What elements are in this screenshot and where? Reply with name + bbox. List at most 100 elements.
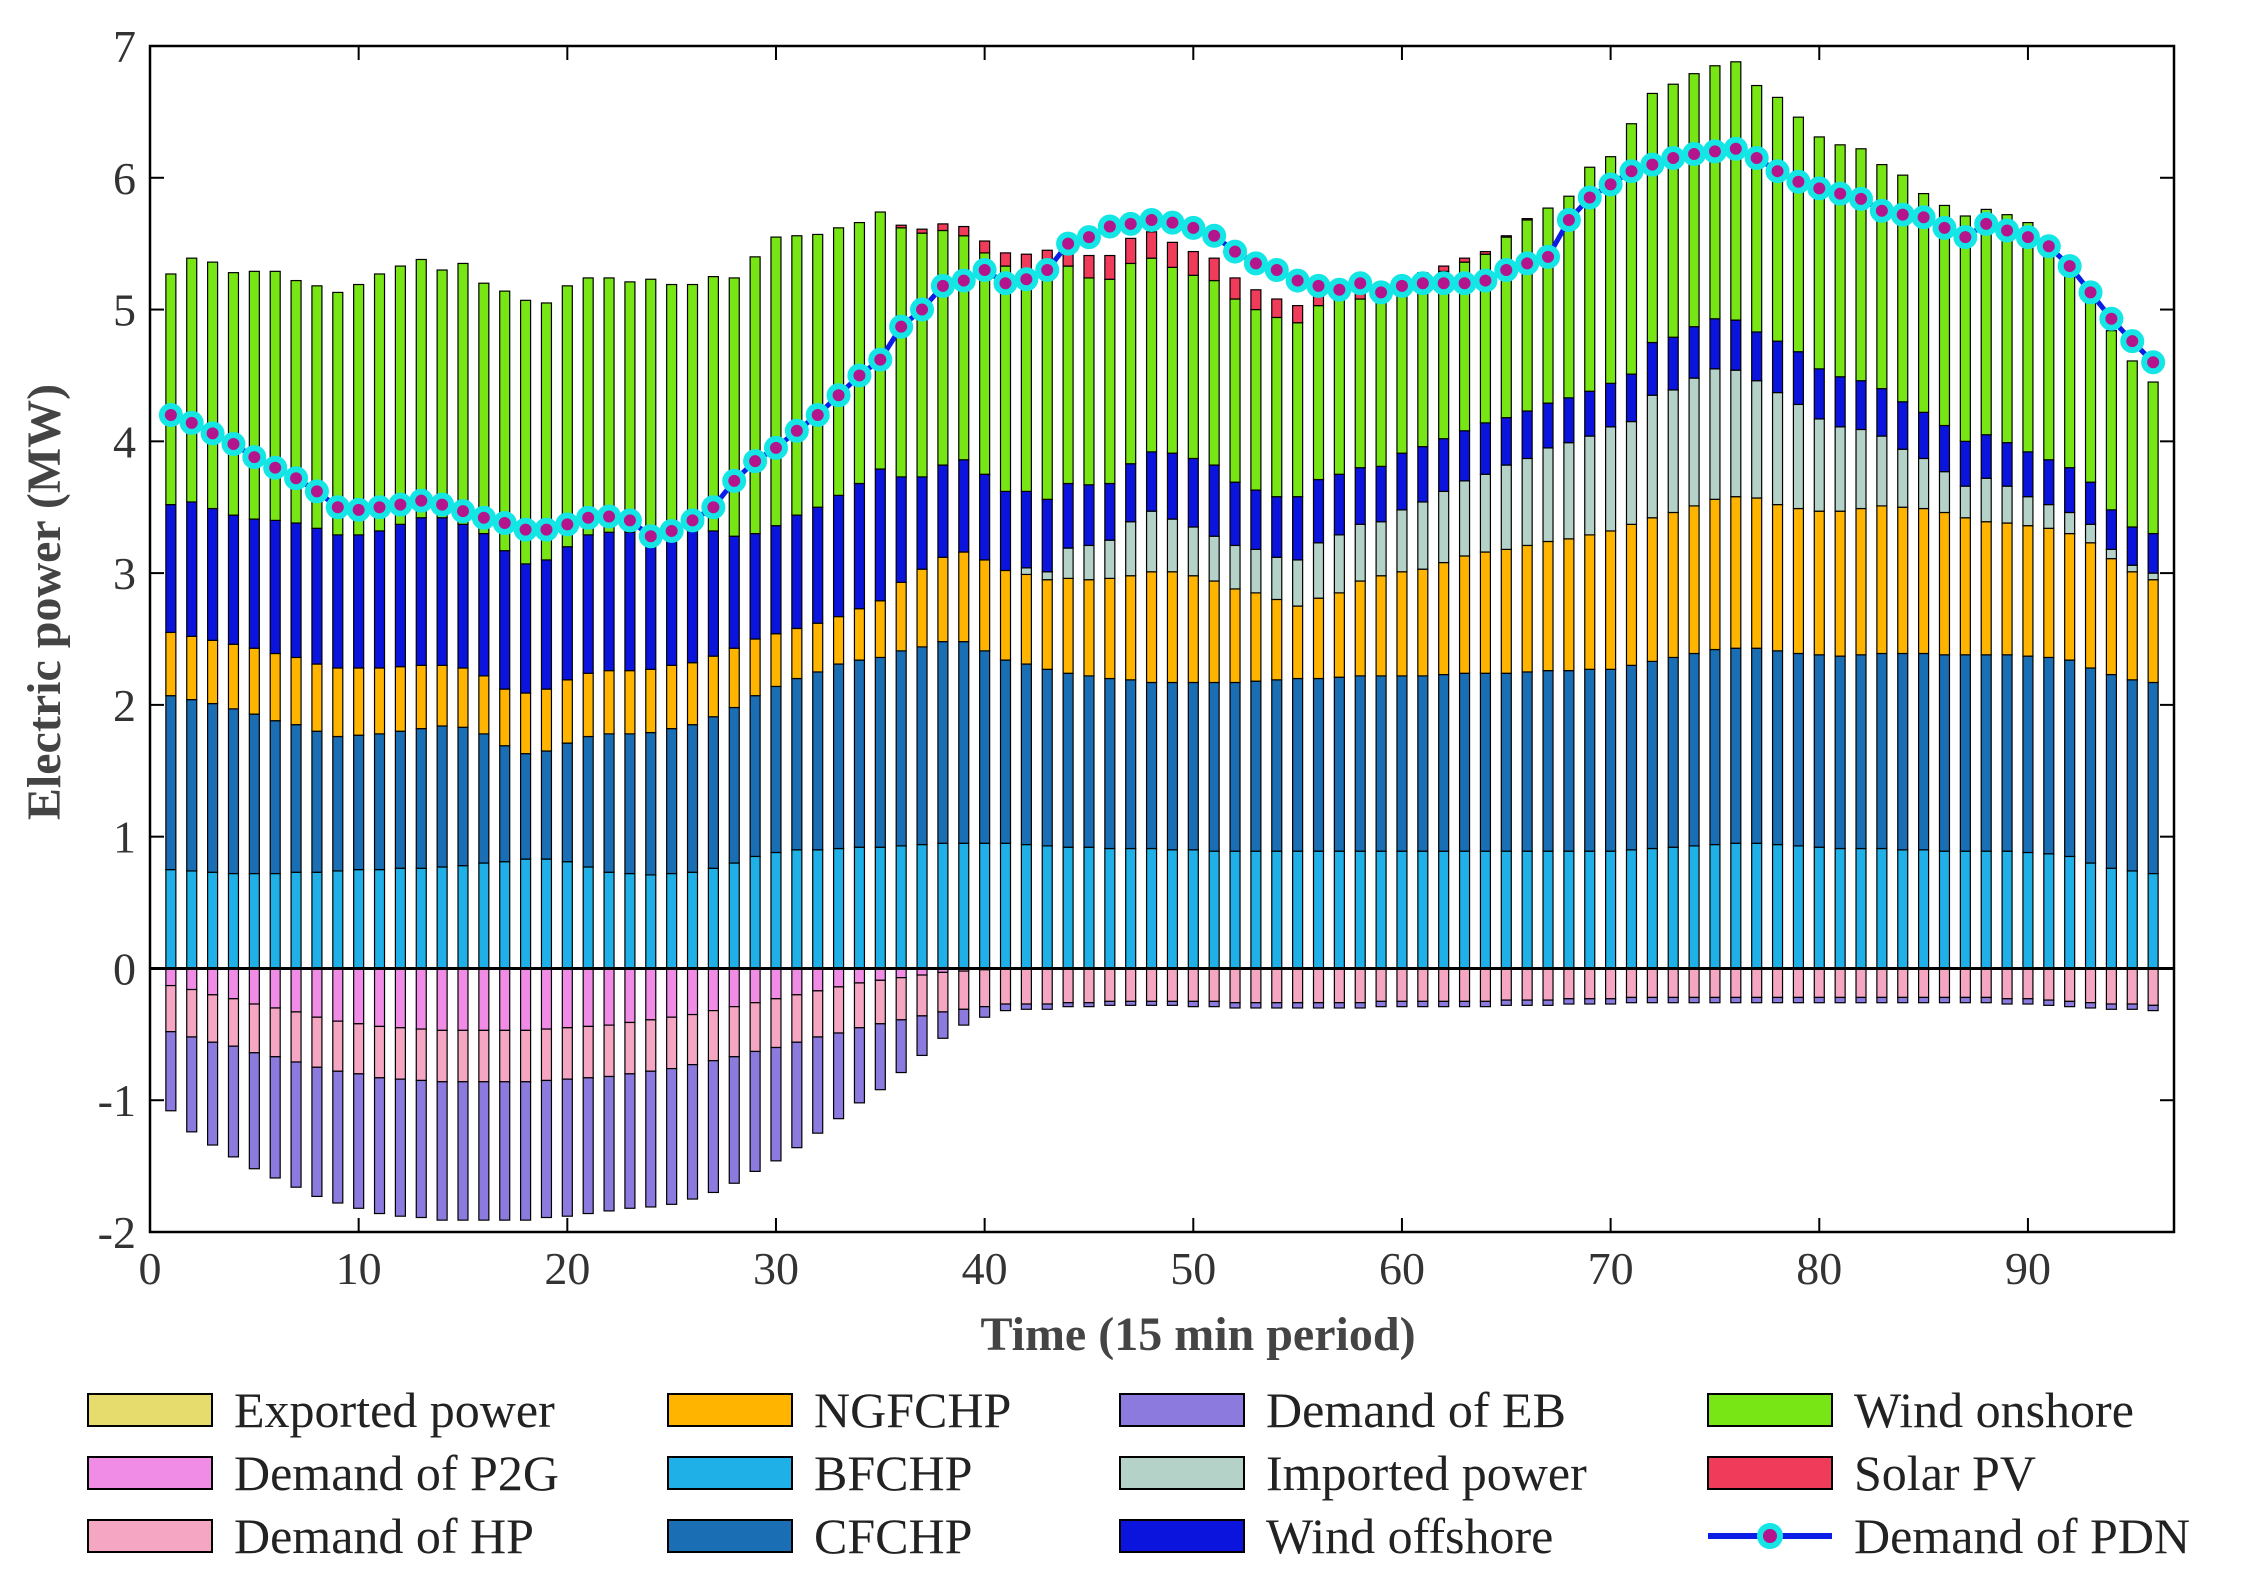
bar-cfchp-45	[1083, 675, 1095, 848]
bar-demand-of-eb-4	[227, 1045, 240, 1158]
bar-demand-of-hp-9	[332, 1020, 344, 1072]
bar-demand-of-hp-57	[1333, 967, 1345, 1004]
bar-wind-onshore-88	[1980, 208, 1992, 436]
bar-wind-offshore-89	[2001, 442, 2013, 487]
bar-cfchp-88	[1980, 654, 1992, 852]
bar-bfchp-47	[1125, 847, 1137, 970]
bar-bfchp-88	[1980, 850, 1992, 970]
bar-bfchp-33	[832, 847, 845, 970]
bar-demand-of-hp-20	[561, 1027, 573, 1080]
bar-ngfchp-47	[1125, 575, 1137, 681]
bar-cfchp-56	[1312, 677, 1325, 852]
bar-cfchp-1	[165, 695, 177, 871]
legend-swatch-exported-power	[87, 1393, 213, 1427]
bar-wind-offshore-23	[624, 531, 636, 672]
bar-demand-of-p2g-25	[666, 967, 678, 1018]
bar-wind-onshore-61	[1417, 278, 1429, 448]
bar-wind-offshore-63	[1458, 430, 1471, 482]
bar-demand-of-p2g-5	[248, 967, 260, 1005]
bar-demand-of-hp-64	[1479, 967, 1492, 1002]
bar-wind-onshore-50	[1187, 274, 1199, 460]
bar-wind-offshore-59	[1375, 465, 1387, 523]
bar-wind-offshore-93	[2084, 481, 2097, 525]
bar-wind-onshore-79	[1792, 116, 1805, 353]
bar-imported-power-56	[1312, 542, 1325, 599]
bar-demand-of-eb-10	[353, 1073, 365, 1209]
bar-bfchp-7	[290, 871, 302, 970]
legend-swatch-ngfchp	[667, 1393, 793, 1427]
bar-wind-onshore-20	[561, 285, 573, 548]
demand-of-pdn-point-95	[2120, 329, 2145, 354]
bar-wind-onshore-49	[1166, 266, 1179, 454]
bar-wind-onshore-7	[290, 279, 302, 524]
bar-bfchp-70	[1605, 850, 1617, 970]
bar-demand-of-eb-46	[1104, 1000, 1116, 1006]
bar-bfchp-12	[394, 867, 406, 970]
demand-of-pdn-point-86	[1932, 215, 1957, 240]
bar-wind-offshore-29	[749, 532, 761, 640]
bar-cfchp-94	[2105, 673, 2118, 869]
bar-cfchp-83	[1876, 652, 1888, 850]
bar-demand-of-eb-25	[666, 1067, 678, 1205]
bar-imported-power-62	[1438, 490, 1450, 564]
bar-wind-offshore-33	[832, 494, 845, 618]
bar-wind-onshore-55	[1292, 322, 1304, 498]
bar-cfchp-4	[227, 708, 240, 875]
bar-ngfchp-52	[1229, 588, 1241, 684]
bar-bfchp-3	[206, 871, 219, 970]
bar-demand-of-p2g-7	[290, 967, 302, 1013]
demand-of-pdn-point-58	[1348, 271, 1373, 296]
bar-ngfchp-13	[415, 664, 427, 730]
bar-demand-of-eb-96	[2147, 1004, 2159, 1012]
bar-cfchp-52	[1229, 681, 1241, 852]
bar-demand-of-eb-19	[540, 1079, 553, 1219]
bar-bfchp-14	[436, 866, 448, 970]
bar-cfchp-7	[290, 724, 302, 873]
bar-wind-offshore-42	[1020, 490, 1032, 569]
demand-of-pdn-point-76	[1723, 136, 1748, 161]
bar-wind-offshore-17	[499, 550, 511, 690]
bar-wind-onshore-73	[1667, 83, 1679, 338]
bar-cfchp-53	[1250, 680, 1262, 852]
bar-cfchp-18	[519, 753, 532, 860]
bar-demand-of-eb-41	[999, 1003, 1012, 1012]
bar-wind-onshore-13	[415, 258, 427, 519]
bar-wind-onshore-80	[1813, 136, 1825, 370]
bar-demand-of-eb-30	[770, 1046, 782, 1162]
bar-cfchp-31	[791, 677, 803, 851]
bar-demand-of-hp-95	[2126, 967, 2138, 1005]
bar-bfchp-43	[1041, 845, 1053, 970]
bar-bfchp-21	[582, 866, 594, 970]
bar-demand-of-hp-55	[1292, 967, 1304, 1004]
bar-demand-of-eb-58	[1354, 1002, 1366, 1009]
bar-wind-onshore-56	[1312, 305, 1325, 481]
bar-wind-onshore-17	[499, 290, 511, 552]
legend-item-wind-offshore: Wind offshore	[1119, 1508, 1553, 1564]
bar-bfchp-75	[1709, 843, 1721, 970]
bar-demand-of-p2g-9	[332, 967, 344, 1022]
bar-demand-of-hp-69	[1584, 967, 1596, 1000]
bar-wind-onshore-35	[874, 211, 886, 470]
bar-imported-power-63	[1458, 480, 1471, 557]
bar-demand-of-hp-91	[2043, 967, 2055, 1001]
bar-wind-onshore-53	[1250, 308, 1262, 491]
bar-ngfchp-4	[227, 643, 240, 710]
bar-ngfchp-21	[582, 672, 594, 738]
legend-item-ngfchp: NGFCHP	[667, 1382, 1011, 1438]
bar-demand-of-eb-53	[1250, 1002, 1262, 1009]
bar-demand-of-hp-12	[394, 1027, 406, 1080]
bar-imported-power-79	[1792, 403, 1805, 510]
bar-imported-power-90	[2022, 496, 2034, 527]
bar-demand-of-hp-75	[1709, 967, 1721, 999]
bar-wind-onshore-91	[2043, 240, 2055, 461]
bar-wind-onshore-74	[1688, 73, 1700, 328]
bar-demand-of-eb-37	[916, 1015, 928, 1057]
demand-of-pdn-point-83	[1869, 198, 1894, 223]
demand-of-pdn-point-59	[1369, 280, 1394, 305]
bar-wind-onshore-47	[1125, 262, 1137, 465]
bar-demand-of-eb-8	[311, 1066, 323, 1198]
bar-bfchp-29	[749, 855, 761, 970]
bar-wind-onshore-23	[624, 281, 636, 533]
bar-ngfchp-56	[1312, 597, 1325, 680]
demand-of-pdn-point-87	[1953, 225, 1978, 250]
